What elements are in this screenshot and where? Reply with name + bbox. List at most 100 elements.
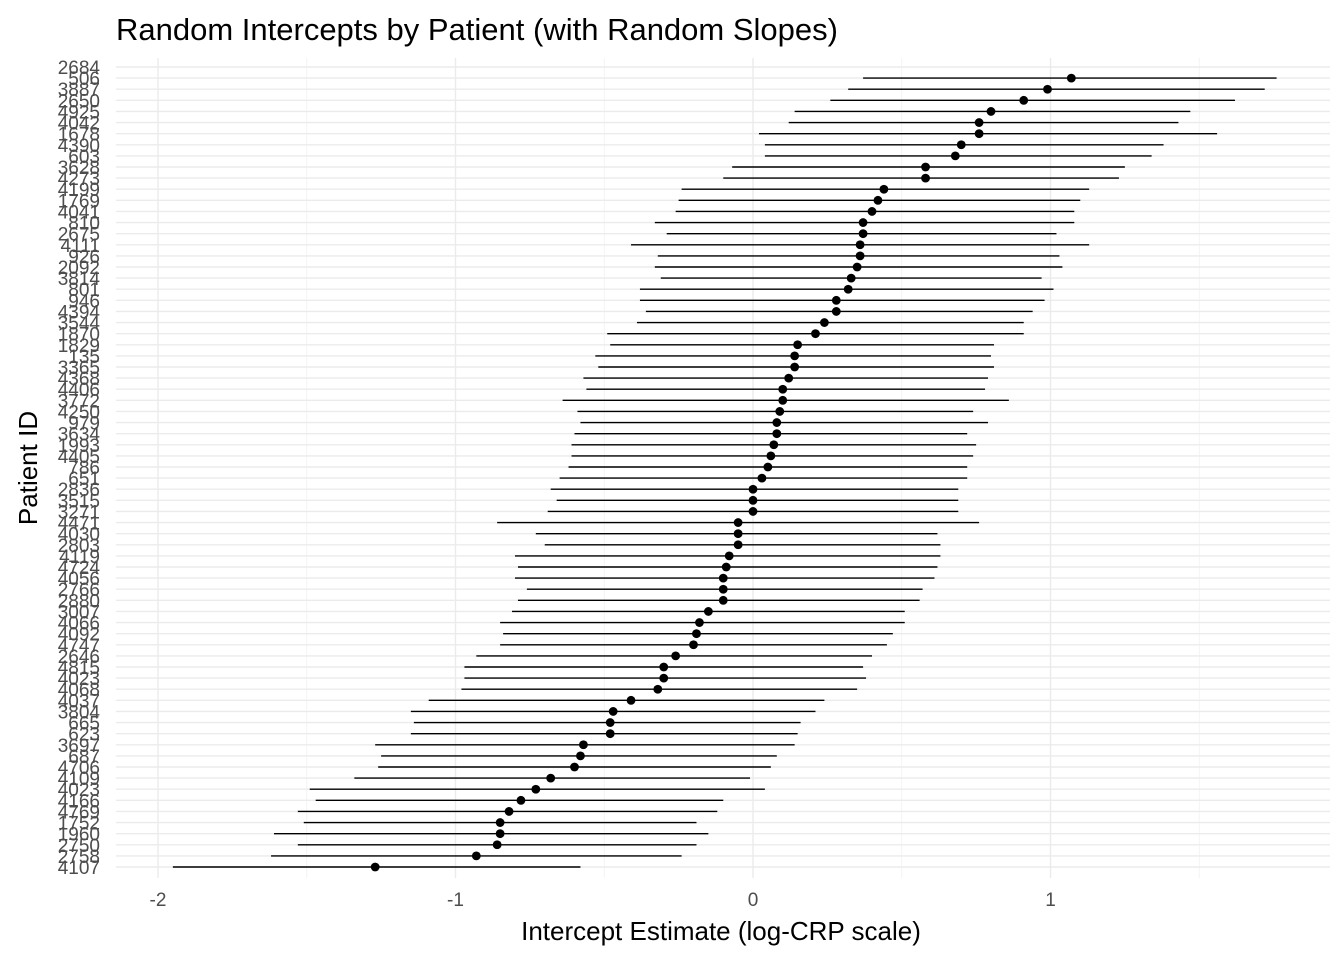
y-tick-label: 4815 — [58, 658, 100, 679]
grid-minor-lines — [306, 58, 1200, 878]
estimate-point — [1066, 73, 1076, 83]
estimate-point — [605, 718, 615, 727]
estimate-point — [671, 651, 681, 661]
estimate-point — [778, 384, 788, 394]
estimate-point — [605, 729, 615, 739]
x-tick-label: -1 — [447, 890, 464, 911]
estimate-point — [921, 162, 930, 172]
y-tick-label: 4056 — [58, 569, 100, 590]
y-tick-label: 1752 — [58, 814, 100, 835]
y-tick-label: 3697 — [58, 736, 100, 757]
estimate-point — [956, 140, 966, 150]
y-tick-label: 2836 — [58, 480, 100, 501]
grid-major-lines — [116, 58, 1330, 878]
estimate-point — [495, 818, 505, 827]
y-tick-label: 4199 — [58, 180, 100, 201]
x-tick-label: -2 — [150, 890, 167, 911]
estimate-point — [653, 684, 663, 694]
y-tick-label: 623 — [68, 725, 100, 746]
estimate-point — [778, 395, 788, 405]
estimate-point — [793, 340, 803, 350]
y-tick-label: 135 — [68, 347, 100, 368]
y-tick-label: 4023 — [58, 669, 100, 690]
y-tick-label: 926 — [68, 247, 100, 268]
estimate-point — [974, 118, 984, 127]
y-tick-label: 3634 — [58, 425, 101, 446]
y-tick-label: 4023 — [58, 780, 100, 801]
estimate-point — [370, 862, 380, 872]
y-tick-label: 4405 — [58, 447, 100, 468]
estimate-point — [703, 607, 713, 616]
y-tick-label: 4394 — [58, 302, 101, 323]
y-tick-label: 3365 — [58, 358, 100, 379]
y-tick-label: 4406 — [58, 380, 100, 401]
y-tick-label: 4166 — [58, 791, 100, 812]
y-tick-label: 3628 — [58, 158, 100, 179]
estimate-point — [724, 551, 734, 561]
estimate-point — [659, 673, 669, 683]
y-tick-label: 979 — [68, 414, 100, 435]
estimate-point — [721, 562, 731, 572]
y-tick-label: 1829 — [58, 336, 100, 357]
estimate-point — [986, 107, 996, 116]
y-tick-label: 786 — [68, 458, 100, 479]
estimate-point — [748, 495, 758, 505]
y-tick-label: 3804 — [58, 702, 101, 723]
y-tick-label: 4041 — [58, 202, 100, 223]
estimate-point — [733, 518, 743, 527]
estimate-point — [1043, 84, 1052, 94]
estimate-point — [921, 173, 930, 183]
y-tick-label: 2675 — [58, 225, 100, 246]
estimate-point — [846, 273, 856, 283]
y-tick-label: 2766 — [58, 580, 100, 601]
estimate-point — [718, 573, 728, 583]
y-tick-label: 1960 — [58, 825, 100, 846]
y-tick-label: 3544 — [58, 314, 101, 335]
x-tick-label: 0 — [748, 890, 759, 911]
y-tick-label: 1769 — [58, 191, 100, 212]
y-tick-label: 4030 — [58, 525, 100, 546]
estimate-point — [790, 362, 800, 372]
y-tick-label: 3007 — [58, 602, 100, 623]
estimate-point — [718, 595, 728, 605]
estimate-point — [867, 207, 877, 216]
y-tick-labels: 2684506388726504925404216784390603362842… — [58, 58, 101, 879]
y-tick-label: 4368 — [58, 369, 100, 390]
estimate-point — [576, 751, 585, 761]
y-tick-label: 4250 — [58, 402, 100, 423]
estimate-point — [492, 840, 502, 850]
estimate-point — [748, 507, 758, 516]
estimate-point — [855, 240, 865, 250]
estimate-point — [950, 151, 960, 161]
estimate-point — [626, 695, 636, 705]
estimate-point — [659, 662, 669, 672]
y-tick-label: 2646 — [58, 647, 100, 668]
y-tick-label: 4037 — [58, 691, 100, 712]
y-tick-label: 4724 — [58, 558, 101, 579]
estimate-point — [692, 629, 701, 639]
y-tick-label: 4390 — [58, 136, 100, 157]
estimate-point — [974, 129, 984, 139]
estimate-point — [784, 373, 794, 383]
y-tick-label: 4107 — [58, 858, 100, 879]
estimate-point — [695, 618, 704, 627]
y-tick-label: 810 — [68, 214, 100, 235]
y-tick-label: 4119 — [59, 547, 100, 568]
x-tick-label: 1 — [1045, 890, 1056, 911]
estimate-point — [811, 329, 820, 339]
y-tick-label: 2803 — [58, 536, 100, 557]
y-tick-label: 3887 — [58, 80, 100, 101]
estimate-point — [531, 784, 541, 794]
y-tick-label: 2880 — [58, 591, 100, 612]
estimate-point — [766, 451, 776, 461]
y-tick-label: 4769 — [58, 802, 100, 823]
x-axis-title: Intercept Estimate (log-CRP scale) — [521, 916, 921, 946]
estimate-point — [504, 807, 514, 816]
estimate-point — [775, 407, 785, 416]
y-tick-label: 1993 — [58, 436, 100, 457]
estimate-point — [579, 740, 588, 750]
y-tick-label: 4111 — [61, 236, 100, 257]
chart-title: Random Intercepts by Patient (with Rando… — [116, 12, 838, 47]
y-axis-title: Patient ID — [13, 411, 43, 525]
